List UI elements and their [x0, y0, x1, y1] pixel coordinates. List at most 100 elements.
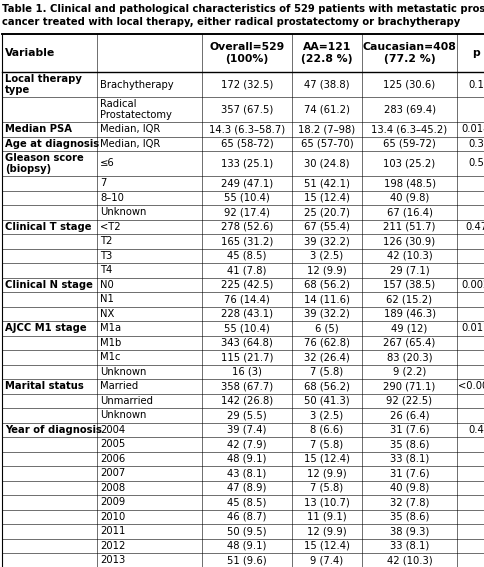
Text: 0.5: 0.5: [468, 159, 484, 168]
Text: Unknown: Unknown: [100, 411, 146, 420]
Text: 13 (10.7): 13 (10.7): [304, 497, 350, 507]
Text: 38 (9.3): 38 (9.3): [390, 526, 429, 536]
Text: 2004: 2004: [100, 425, 125, 435]
Text: 45 (8.5): 45 (8.5): [227, 497, 267, 507]
Text: 8–10: 8–10: [100, 193, 124, 203]
Text: 47 (8.9): 47 (8.9): [227, 483, 267, 493]
Text: Radical
Prostatectomy: Radical Prostatectomy: [100, 99, 172, 120]
Text: 33 (8.1): 33 (8.1): [390, 454, 429, 464]
Text: 92 (17.4): 92 (17.4): [224, 208, 270, 217]
Text: 33 (8.1): 33 (8.1): [390, 541, 429, 551]
Text: p: p: [472, 48, 480, 58]
Text: 267 (65.4): 267 (65.4): [383, 338, 436, 348]
Text: 189 (46.3): 189 (46.3): [383, 309, 436, 319]
Text: 39 (32.2): 39 (32.2): [304, 309, 350, 319]
Text: 68 (56.2): 68 (56.2): [304, 280, 350, 290]
Text: 51 (42.1): 51 (42.1): [304, 178, 350, 188]
Text: 32 (7.8): 32 (7.8): [390, 497, 429, 507]
Text: 249 (47.1): 249 (47.1): [221, 178, 273, 188]
Text: Variable: Variable: [5, 48, 55, 58]
Text: 31 (7.6): 31 (7.6): [390, 468, 429, 478]
Text: 9 (7.4): 9 (7.4): [310, 555, 344, 565]
Text: 12 (9.9): 12 (9.9): [307, 265, 347, 275]
Text: 3 (2.5): 3 (2.5): [310, 411, 344, 420]
Text: 12 (9.9): 12 (9.9): [307, 468, 347, 478]
Text: 142 (26.8): 142 (26.8): [221, 396, 273, 406]
Text: AJCC M1 stage: AJCC M1 stage: [5, 323, 87, 333]
Text: 62 (15.2): 62 (15.2): [387, 294, 433, 304]
Text: 51 (9.6): 51 (9.6): [227, 555, 267, 565]
Text: 35 (8.6): 35 (8.6): [390, 512, 429, 522]
Text: 42 (10.3): 42 (10.3): [387, 555, 432, 565]
Text: 76 (62.8): 76 (62.8): [304, 338, 350, 348]
Text: Unknown: Unknown: [100, 208, 146, 217]
Text: 2006: 2006: [100, 454, 125, 464]
Text: 198 (48.5): 198 (48.5): [383, 178, 436, 188]
Text: Marital status: Marital status: [5, 381, 84, 391]
Text: 103 (25.2): 103 (25.2): [383, 159, 436, 168]
Text: Median, IQR: Median, IQR: [100, 124, 160, 134]
Text: Local therapy
type: Local therapy type: [5, 74, 82, 95]
Text: 0.002: 0.002: [462, 280, 484, 290]
Text: 83 (20.3): 83 (20.3): [387, 352, 432, 362]
Text: 41 (7.8): 41 (7.8): [227, 265, 267, 275]
Text: 30 (24.8): 30 (24.8): [304, 159, 350, 168]
Text: 48 (9.1): 48 (9.1): [227, 541, 267, 551]
Text: 7: 7: [100, 178, 106, 188]
Text: 11 (9.1): 11 (9.1): [307, 512, 347, 522]
Text: Gleason score
(biopsy): Gleason score (biopsy): [5, 153, 84, 174]
Text: 67 (16.4): 67 (16.4): [387, 208, 432, 217]
Text: 2010: 2010: [100, 512, 125, 522]
Text: 49 (12): 49 (12): [392, 323, 428, 333]
Text: Clinical T stage: Clinical T stage: [5, 222, 91, 232]
Text: 0.017: 0.017: [462, 323, 484, 333]
Text: 2008: 2008: [100, 483, 125, 493]
Text: 76 (14.4): 76 (14.4): [224, 294, 270, 304]
Text: 165 (31.2): 165 (31.2): [221, 236, 273, 246]
Text: 50 (9.5): 50 (9.5): [227, 526, 267, 536]
Text: 7 (5.8): 7 (5.8): [310, 367, 344, 376]
Text: 133 (25.1): 133 (25.1): [221, 159, 273, 168]
Text: 278 (52.6): 278 (52.6): [221, 222, 273, 232]
Text: 14 (11.6): 14 (11.6): [304, 294, 350, 304]
Text: Clinical N stage: Clinical N stage: [5, 280, 93, 290]
Text: 18.2 (7–98): 18.2 (7–98): [299, 124, 356, 134]
Text: 74 (61.2): 74 (61.2): [304, 104, 350, 115]
Text: 39 (32.2): 39 (32.2): [304, 236, 350, 246]
Text: 225 (42.5): 225 (42.5): [221, 280, 273, 290]
Text: Median, IQR: Median, IQR: [100, 139, 160, 149]
Text: 172 (32.5): 172 (32.5): [221, 79, 273, 90]
Text: NX: NX: [100, 309, 114, 319]
Text: 43 (8.1): 43 (8.1): [227, 468, 267, 478]
Text: 40 (9.8): 40 (9.8): [390, 193, 429, 203]
Text: 12 (9.9): 12 (9.9): [307, 526, 347, 536]
Text: N0: N0: [100, 280, 114, 290]
Text: 50 (41.3): 50 (41.3): [304, 396, 350, 406]
Text: 2012: 2012: [100, 541, 125, 551]
Text: 357 (67.5): 357 (67.5): [221, 104, 273, 115]
Text: T2: T2: [100, 236, 112, 246]
Text: 26 (6.4): 26 (6.4): [390, 411, 429, 420]
Text: M1a: M1a: [100, 323, 121, 333]
Text: Unknown: Unknown: [100, 367, 146, 376]
Text: 0.1: 0.1: [468, 79, 484, 90]
Text: 47 (38.8): 47 (38.8): [304, 79, 350, 90]
Text: 29 (7.1): 29 (7.1): [390, 265, 429, 275]
Text: 3 (2.5): 3 (2.5): [310, 251, 344, 261]
Text: <0.001: <0.001: [458, 381, 484, 391]
Text: 46 (8.7): 46 (8.7): [227, 512, 267, 522]
Text: 358 (67.7): 358 (67.7): [221, 381, 273, 391]
Text: 6 (5): 6 (5): [315, 323, 339, 333]
Text: 92 (22.5): 92 (22.5): [387, 396, 433, 406]
Text: 31 (7.6): 31 (7.6): [390, 425, 429, 435]
Text: 290 (71.1): 290 (71.1): [383, 381, 436, 391]
Text: 0.018: 0.018: [462, 124, 484, 134]
Text: Table 1. Clinical and pathological characteristics of 529 patients with metastat: Table 1. Clinical and pathological chara…: [2, 4, 484, 14]
Text: 157 (38.5): 157 (38.5): [383, 280, 436, 290]
Text: Overall=529
(100%): Overall=529 (100%): [210, 42, 285, 64]
Text: 2011: 2011: [100, 526, 125, 536]
Text: 228 (43.1): 228 (43.1): [221, 309, 273, 319]
Text: 13.4 (6.3–45.2): 13.4 (6.3–45.2): [371, 124, 448, 134]
Text: 211 (51.7): 211 (51.7): [383, 222, 436, 232]
Text: 15 (12.4): 15 (12.4): [304, 541, 350, 551]
